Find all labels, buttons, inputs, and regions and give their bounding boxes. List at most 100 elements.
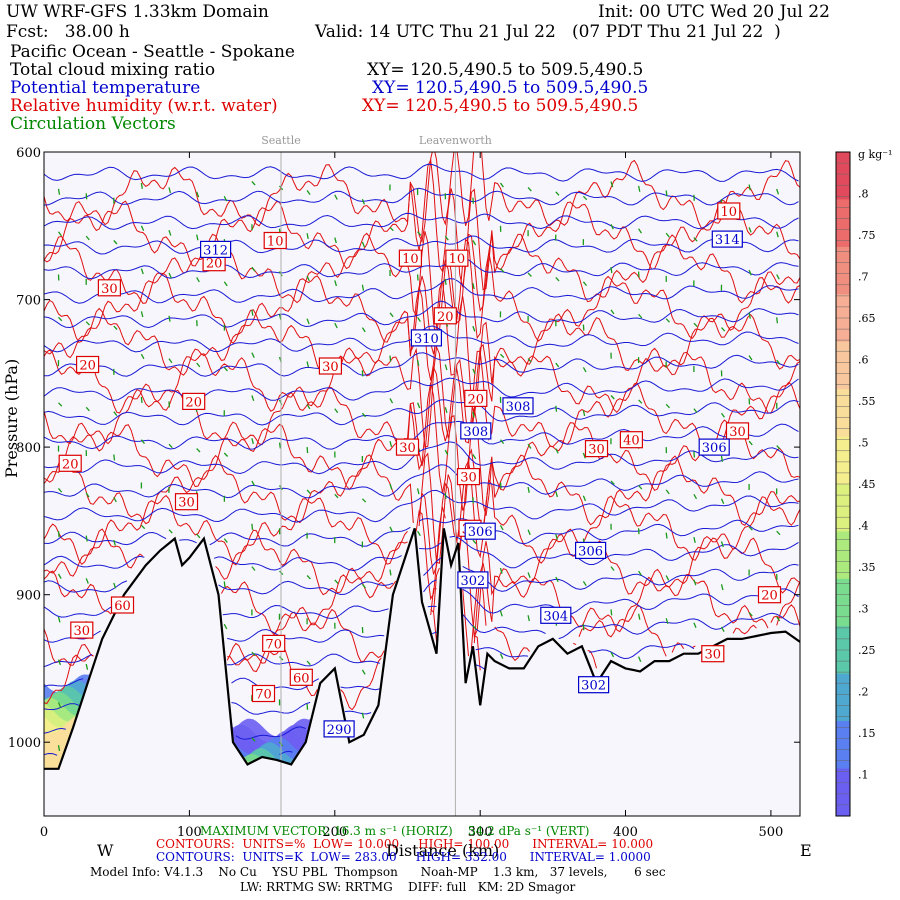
circulation-vector (527, 272, 532, 277)
rh-contour-line (44, 609, 597, 711)
circulation-vector (665, 618, 669, 624)
model-info-physics: LW: RRTMG SW: RRTMG DIFF: full KM: 2D Sm… (240, 880, 576, 894)
circulation-vector (693, 322, 698, 328)
circulation-vector (361, 284, 365, 291)
circulation-vector (472, 539, 477, 545)
theta-contour-line (44, 256, 799, 280)
circulation-vector (748, 526, 753, 531)
circulation-vector (361, 583, 366, 589)
circulation-vector (527, 572, 531, 578)
rh-label: 30 (74, 624, 91, 639)
circulation-vector (85, 492, 90, 498)
circulation-vector (555, 534, 558, 540)
rh-label: 20 (437, 310, 454, 325)
theta-label: 312 (203, 243, 228, 258)
circulation-vector (665, 532, 668, 539)
rh-label: 20 (761, 589, 778, 604)
colorbar-tick-label: .75 (858, 229, 876, 242)
colorbar-swatch (836, 389, 850, 437)
theta-label: 306 (578, 544, 603, 559)
colorbar-tick-label: .2 (858, 686, 869, 699)
circulation-vector (251, 181, 256, 186)
circulation-vector (223, 538, 228, 543)
circulation-vector (57, 702, 62, 708)
circulation-vector (693, 237, 698, 242)
rh-label: 10 (449, 252, 466, 267)
circulation-vector (306, 190, 311, 195)
circulation-vector (196, 234, 199, 241)
circulation-vector (472, 368, 476, 375)
rh-label-box (110, 596, 135, 614)
circulation-vector (113, 539, 116, 546)
terrain-line (44, 527, 800, 770)
theta-contour-line (44, 278, 799, 304)
circulation-vector (168, 229, 172, 236)
circulation-vector (776, 188, 780, 195)
circulation-vector (251, 566, 256, 571)
circulation-vector (499, 567, 503, 574)
circulation-vector (499, 439, 505, 445)
theta-label: 308 (506, 400, 531, 415)
colorbar-swatch (836, 578, 850, 627)
circulation-vector (140, 396, 143, 403)
circulation-vector (361, 498, 367, 503)
colorbar-swatch (836, 199, 850, 248)
circulation-vector (610, 609, 613, 616)
rh-label: 30 (101, 282, 118, 297)
circulation-vector (196, 362, 201, 368)
rh-label-box (757, 586, 782, 604)
circulation-vector (168, 443, 173, 449)
circulation-vector (57, 188, 61, 195)
circulation-vector (417, 530, 421, 537)
circulation-vector (444, 407, 448, 413)
circulation-vector (444, 364, 448, 371)
theta-label: 304 (543, 609, 568, 624)
theta-label: 290 (327, 723, 352, 738)
colorbar-frame (835, 151, 851, 817)
circulation-vector (720, 412, 725, 418)
circulation-vector (582, 410, 586, 417)
x-tick-label: 500 (758, 825, 783, 840)
circulation-vector (665, 489, 670, 495)
circulation-vector (251, 309, 254, 316)
x-tick-label: 300 (468, 825, 493, 840)
circulation-vector (500, 353, 505, 359)
rh-contour-line (44, 280, 800, 416)
circulation-vector (610, 651, 615, 658)
rh-contour-info: CONTOURS: UNITS=% LOW= 10.000 HIGH= 100.… (156, 837, 654, 851)
circulation-vector (168, 358, 173, 364)
circulation-vector (389, 483, 393, 490)
rh-label: 30 (588, 443, 605, 458)
location-label: Leavenworth (419, 134, 492, 147)
region-label: Pacific Ocean - Seattle - Spokane (10, 42, 295, 62)
colorbar-swatch (836, 768, 850, 817)
circulation-vector (527, 358, 532, 363)
circulation-vector (196, 533, 201, 539)
circulation-vector (306, 575, 311, 580)
y-tick-label: 1000 (8, 736, 41, 751)
circulation-vector (251, 480, 256, 487)
circulation-vector (223, 623, 228, 630)
colorbar-swatch (836, 673, 850, 722)
colorbar-swatch (836, 246, 850, 295)
colorbar-units: g kg⁻¹ (858, 148, 892, 161)
circulation-vector (251, 651, 256, 657)
circulation-vector (113, 582, 117, 589)
circulation-vector (720, 541, 724, 548)
rh-label: 40 (623, 434, 640, 449)
rh-label: 20 (206, 257, 223, 272)
circulation-vector (306, 233, 309, 240)
circulation-vector (720, 498, 725, 504)
rh-label-box (445, 249, 469, 267)
circulation-vector (223, 281, 228, 287)
circulation-vector (748, 611, 753, 617)
x-tick-label: 100 (177, 825, 202, 840)
theta-contour-line (44, 631, 695, 668)
circulation-vector (389, 312, 394, 318)
rh-label-box (70, 621, 94, 639)
circulation-vector (140, 439, 146, 445)
theta-label: 302 (581, 679, 606, 694)
circulation-vector (776, 231, 779, 238)
circulation-vector (251, 266, 256, 272)
circulation-vector (113, 325, 118, 330)
